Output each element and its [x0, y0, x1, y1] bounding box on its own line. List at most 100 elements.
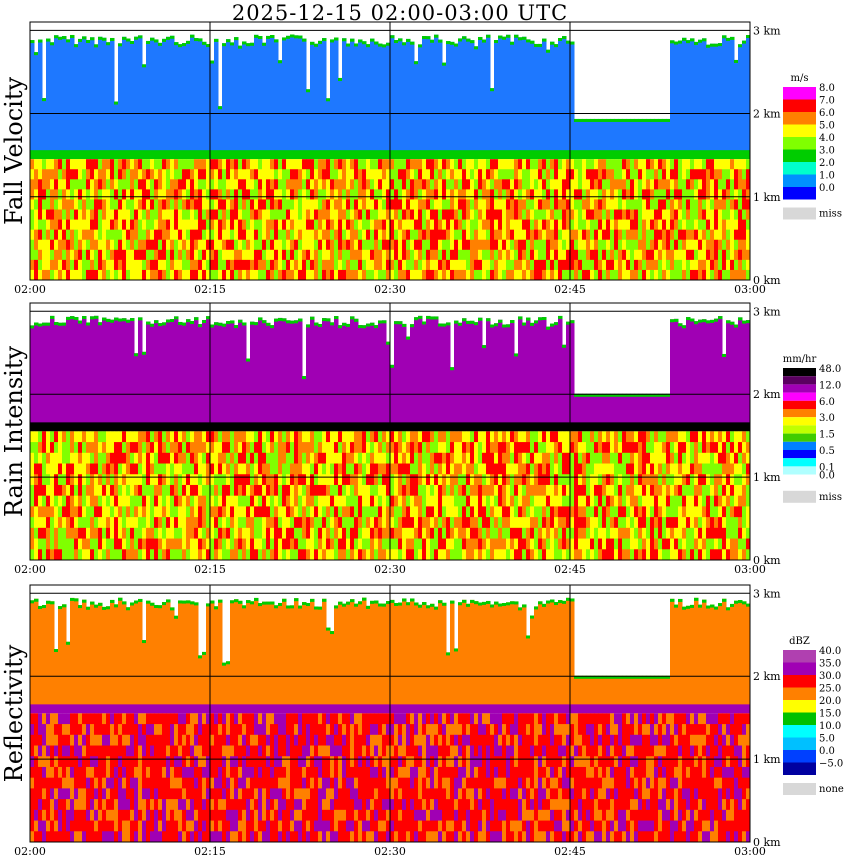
lower-cell: [450, 463, 455, 475]
lower-cell: [446, 209, 451, 221]
lower-cell: [542, 229, 547, 241]
lower-cell: [170, 269, 175, 281]
lower-cell: [378, 484, 383, 497]
lower-cell: [342, 527, 347, 540]
lower-cell: [246, 209, 251, 221]
lower-cell: [658, 463, 663, 475]
lower-cell: [310, 259, 315, 271]
lower-cell: [262, 474, 267, 486]
lower-cell: [254, 159, 259, 170]
lower-cell: [614, 474, 619, 486]
lower-cell: [730, 219, 735, 231]
lower-cell: [158, 495, 163, 507]
lower-cell: [154, 463, 159, 475]
lower-cell: [382, 538, 387, 550]
lower-cell: [254, 474, 259, 486]
lower-cell: [334, 431, 339, 443]
cloud-top-cell: [182, 43, 187, 47]
lower-cell: [454, 538, 459, 550]
lower-cell: [106, 506, 111, 518]
lower-cell: [358, 452, 363, 465]
lower-cell: [462, 209, 467, 221]
lower-cell: [458, 517, 463, 529]
lower-cell: [566, 169, 571, 180]
lower-cell: [598, 549, 603, 561]
lower-cell: [610, 239, 615, 251]
lower-cell: [638, 431, 643, 443]
lower-cell: [334, 517, 339, 529]
lower-cell: [206, 209, 211, 221]
lower-cell: [74, 229, 79, 241]
lower-cell: [642, 517, 647, 529]
lower-cell: [566, 189, 571, 200]
lower-cell: [222, 159, 227, 170]
lower-cell: [146, 442, 151, 454]
lower-cell: [574, 463, 579, 475]
lower-cell: [430, 495, 435, 507]
lower-cell: [710, 474, 715, 486]
lower-cell: [278, 239, 283, 251]
lower-cell: [258, 431, 263, 443]
cloud-top-cell: [334, 316, 339, 320]
lower-cell: [574, 484, 579, 497]
cloud-top-cell: [266, 35, 271, 39]
lower-cell: [386, 169, 391, 180]
lower-cell: [698, 239, 703, 251]
lower-cell: [30, 199, 35, 211]
lower-cell: [98, 179, 103, 190]
lower-cell: [50, 517, 55, 529]
lower-cell: [350, 474, 355, 486]
lower-cell: [390, 219, 395, 231]
lower-cell: [234, 538, 239, 550]
lower-cell: [502, 474, 507, 486]
lower-cell: [78, 199, 83, 211]
lower-cell: [618, 179, 623, 190]
lower-cell: [330, 269, 335, 281]
lower-cell: [490, 189, 495, 200]
lower-cell: [666, 538, 671, 550]
lower-cell: [422, 431, 427, 443]
lower-cell: [398, 538, 403, 550]
lower-cell: [82, 169, 87, 180]
lower-cell: [106, 538, 111, 550]
lower-cell: [334, 538, 339, 550]
lower-cell: [50, 484, 55, 497]
lower-cell: [734, 169, 739, 180]
lower-cell: [262, 506, 267, 518]
lower-cell: [174, 431, 179, 443]
lower-cell: [434, 452, 439, 465]
lower-cell: [298, 269, 303, 281]
lower-cell: [74, 452, 79, 465]
lower-cell: [614, 229, 619, 241]
lower-cell: [278, 484, 283, 497]
lower-cell: [654, 239, 659, 251]
cloud-top-cell: [638, 393, 643, 397]
lower-cell: [686, 431, 691, 443]
lower-cell: [362, 239, 367, 251]
lower-cell: [366, 169, 371, 180]
lower-cell: [534, 169, 539, 180]
lower-cell: [254, 209, 259, 221]
lower-cell: [270, 259, 275, 271]
lower-cell: [534, 442, 539, 454]
lower-cell: [334, 506, 339, 518]
lower-cell: [106, 452, 111, 465]
lower-cell: [334, 495, 339, 507]
cloud-top-cell: [474, 46, 479, 50]
lower-cell: [110, 199, 115, 211]
lower-cell: [630, 431, 635, 443]
upper-cell: [646, 118, 651, 156]
lower-cell: [366, 229, 371, 241]
lower-cell: [170, 259, 175, 271]
lower-cell: [282, 209, 287, 221]
lower-cell: [574, 179, 579, 190]
lower-cell: [454, 474, 459, 486]
lower-cell: [534, 527, 539, 540]
lower-cell: [102, 527, 107, 540]
lower-cell: [610, 431, 615, 443]
cloud-top-cell: [30, 40, 35, 44]
cloud-top-cell: [410, 324, 415, 328]
lower-cell: [434, 189, 439, 200]
lower-cell: [314, 169, 319, 180]
lower-cell: [42, 474, 47, 486]
